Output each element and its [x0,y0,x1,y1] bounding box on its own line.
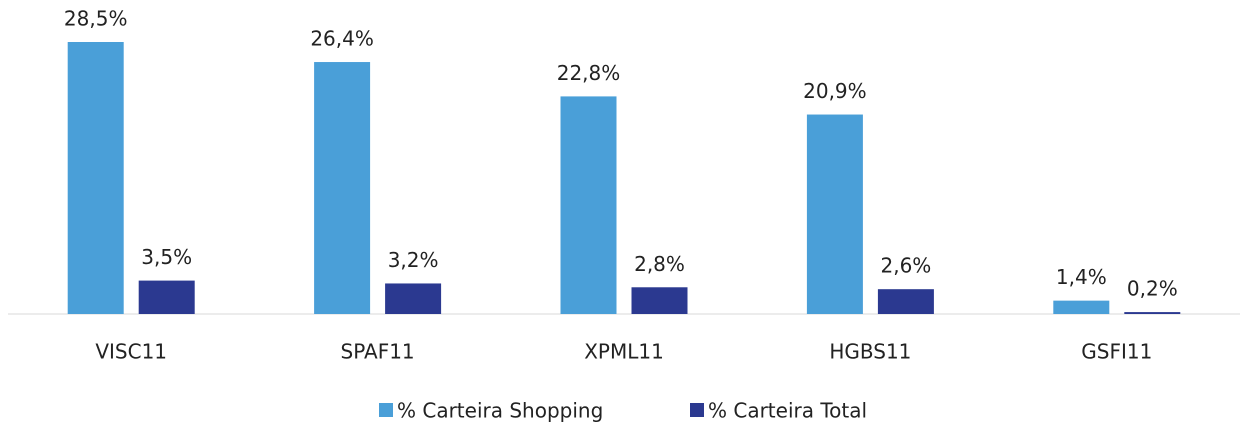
value-label: 28,5% [64,7,128,31]
x-tick-label: HGBS11 [829,340,911,364]
value-label: 20,9% [803,79,867,103]
value-label: 26,4% [310,27,374,51]
value-label: 2,6% [880,254,931,278]
x-tick-label: SPAF11 [341,340,415,364]
bar [1124,312,1181,314]
value-label: 3,2% [388,248,439,272]
bar [385,283,442,314]
x-tick-label: VISC11 [95,340,167,364]
legend-label: % Carteira Total [708,399,867,423]
bar [1053,300,1110,314]
bar [314,62,371,314]
bar [806,114,863,315]
value-label: 1,4% [1056,265,1107,289]
value-label: 22,8% [557,61,621,85]
legend-swatch [379,403,393,417]
bar [67,42,124,314]
bar [560,96,617,315]
x-tick-label: GSFI11 [1081,340,1152,364]
value-label: 3,5% [141,245,192,269]
legend-swatch [690,403,704,417]
x-tick-label: XPML11 [584,340,664,364]
bar [631,287,688,314]
legend-label: % Carteira Shopping [397,399,603,423]
bar [877,289,934,314]
value-label: 0,2% [1127,277,1178,301]
bar [138,280,195,314]
value-label: 2,8% [634,252,685,276]
